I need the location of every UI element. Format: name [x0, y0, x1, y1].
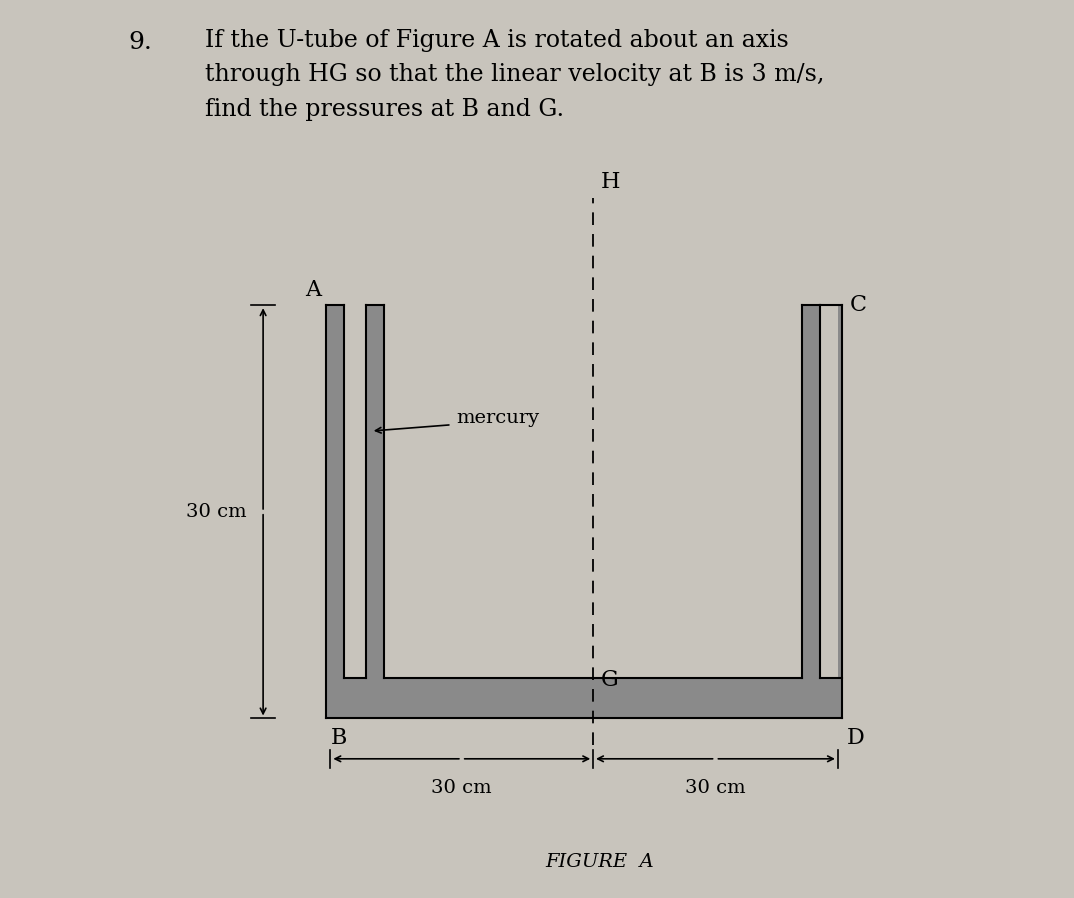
Text: B: B	[331, 727, 347, 749]
Bar	[819, 305, 838, 678]
Text: If the U-tube of Figure A is rotated about an axis
through HG so that the linear: If the U-tube of Figure A is rotated abo…	[205, 29, 824, 121]
Text: D: D	[846, 727, 865, 749]
Bar	[344, 305, 366, 678]
Text: H: H	[600, 172, 620, 193]
Bar	[326, 305, 384, 718]
Text: G: G	[600, 669, 618, 691]
Text: FIGURE  A: FIGURE A	[546, 853, 654, 871]
Text: 30 cm: 30 cm	[685, 779, 745, 797]
Bar	[384, 305, 802, 678]
Bar	[802, 305, 842, 718]
Text: C: C	[850, 295, 867, 316]
Text: A: A	[305, 279, 321, 301]
Bar	[326, 678, 842, 718]
Text: mercury: mercury	[456, 409, 539, 427]
Text: 9.: 9.	[129, 31, 153, 55]
Text: 30 cm: 30 cm	[186, 503, 247, 521]
Text: 30 cm: 30 cm	[432, 779, 492, 797]
